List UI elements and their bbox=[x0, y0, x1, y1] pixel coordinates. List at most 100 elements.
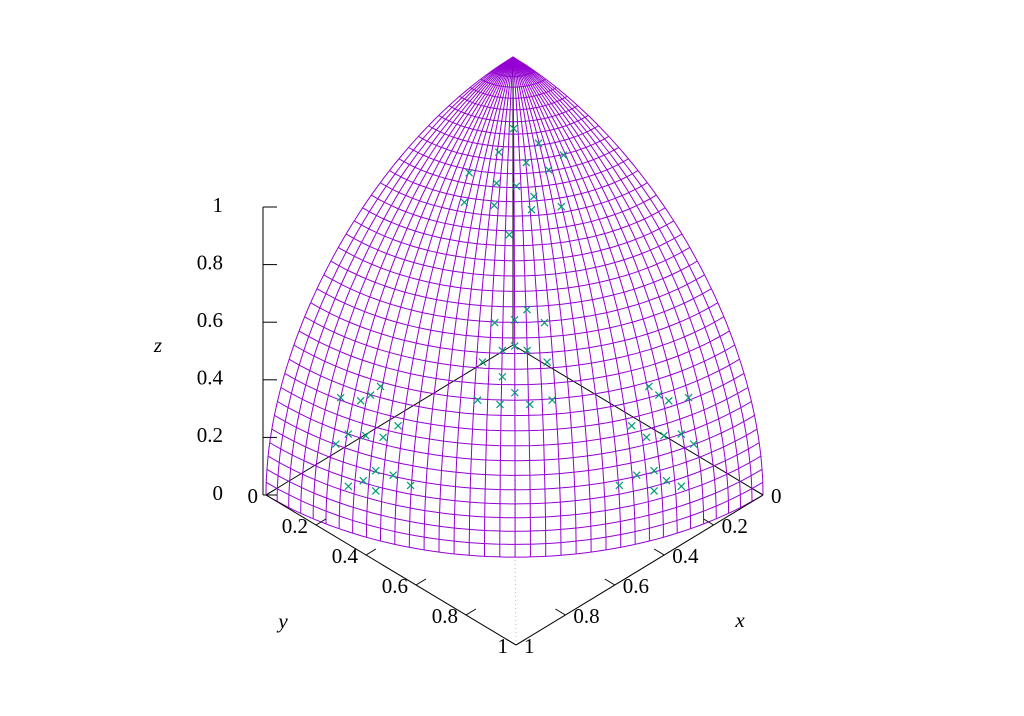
scatter-point bbox=[344, 482, 353, 491]
scatter-point bbox=[627, 421, 636, 430]
z-tick-label: 0 bbox=[213, 481, 224, 505]
scatter-point bbox=[478, 358, 487, 367]
surface-parallel bbox=[380, 182, 648, 217]
surface-parallel bbox=[448, 105, 578, 123]
surface-parallel bbox=[284, 372, 745, 432]
x-tick-label: 0.2 bbox=[722, 514, 748, 538]
scatter-point bbox=[684, 393, 693, 402]
scatter-point bbox=[389, 471, 398, 480]
surface-parallel bbox=[266, 468, 763, 532]
x-tick bbox=[505, 638, 517, 646]
x-tick-label: 0.6 bbox=[623, 574, 649, 598]
z-tick-label: 0.8 bbox=[197, 250, 223, 274]
base-edge bbox=[512, 344, 764, 496]
surface-parallel bbox=[267, 455, 762, 519]
surface-parallel bbox=[345, 233, 683, 277]
scatter-point bbox=[371, 486, 380, 495]
scatter-point bbox=[664, 396, 673, 405]
surface-parallel bbox=[371, 194, 657, 232]
scatter-point bbox=[336, 393, 345, 402]
surface-parallel bbox=[316, 288, 712, 339]
y-tick-label: 0.6 bbox=[382, 574, 408, 598]
x-tick-label: 1 bbox=[524, 634, 535, 658]
y-tick-label: 1 bbox=[498, 634, 509, 658]
y-tick-label: 0.2 bbox=[282, 514, 308, 538]
surface-meridian bbox=[512, 56, 592, 553]
surface-meridian bbox=[512, 56, 753, 502]
scatter-point bbox=[523, 346, 532, 355]
surface-parallel bbox=[438, 114, 589, 135]
scatter-point bbox=[543, 358, 551, 367]
x-tick bbox=[604, 578, 616, 586]
scatter-point bbox=[557, 202, 566, 211]
x-tick bbox=[752, 488, 764, 496]
scatter-point bbox=[689, 440, 698, 449]
scatter-point bbox=[376, 382, 385, 391]
scatter-point bbox=[344, 430, 353, 439]
scatter-point bbox=[496, 400, 504, 409]
surface-parallel bbox=[304, 316, 725, 370]
scatter-point bbox=[525, 400, 534, 409]
surface-parallel bbox=[271, 428, 758, 491]
scatter-point bbox=[356, 396, 365, 405]
scatter-point bbox=[394, 421, 402, 430]
scatter-point bbox=[490, 201, 499, 210]
x-tick-label: 0.8 bbox=[573, 604, 599, 628]
y-tick bbox=[515, 638, 527, 646]
surface-parallel bbox=[491, 70, 536, 78]
surface-parallel bbox=[362, 207, 666, 247]
surface-parallel bbox=[280, 387, 749, 447]
y-tick bbox=[365, 548, 377, 556]
scatter-point bbox=[529, 192, 538, 201]
surface-parallel bbox=[389, 170, 639, 203]
z-tick-label: 0.4 bbox=[197, 366, 224, 390]
surface-parallel bbox=[353, 220, 674, 262]
scatter-point bbox=[534, 139, 543, 148]
surface-meridian bbox=[380, 56, 514, 541]
scatter-point bbox=[379, 433, 388, 442]
scatter-point bbox=[494, 148, 503, 157]
scatter-point bbox=[512, 182, 521, 191]
x-axis-label: x bbox=[734, 608, 745, 632]
surface-parallel bbox=[501, 63, 525, 67]
surface-parallel bbox=[310, 302, 719, 355]
surface-meridian bbox=[312, 56, 514, 519]
y-tick bbox=[415, 578, 427, 586]
y-tick-label: 0 bbox=[248, 484, 259, 508]
y-tick bbox=[315, 518, 327, 526]
x-tick bbox=[555, 608, 566, 616]
y-tick bbox=[465, 608, 477, 616]
x-tick-label: 0.4 bbox=[672, 544, 699, 568]
scatter-point bbox=[492, 179, 501, 188]
surface-parallel bbox=[265, 494, 764, 558]
surface-parallel bbox=[330, 260, 698, 308]
surface-parallel bbox=[298, 330, 730, 386]
x-tick bbox=[653, 548, 665, 556]
scatter-point bbox=[559, 151, 568, 159]
scatter-point bbox=[615, 481, 624, 490]
scatter-point bbox=[523, 305, 531, 314]
scatter-point bbox=[677, 482, 686, 491]
scatter-point bbox=[510, 388, 519, 397]
scatter-point bbox=[632, 471, 641, 480]
surface-parallel bbox=[398, 158, 629, 188]
y-tick-label: 0.4 bbox=[332, 544, 359, 568]
scatter-point bbox=[650, 486, 659, 495]
surface-parallel bbox=[293, 344, 736, 401]
surface-parallel bbox=[338, 246, 691, 292]
y-tick bbox=[265, 488, 277, 496]
scatter-point bbox=[460, 198, 469, 207]
scatter-point bbox=[527, 205, 536, 214]
surface-parallel bbox=[265, 481, 764, 545]
surface-parallel bbox=[480, 78, 546, 88]
scatter-point bbox=[505, 230, 514, 239]
scatter-point bbox=[510, 315, 519, 324]
y-tick-label: 0.8 bbox=[432, 604, 458, 628]
scatter-point bbox=[510, 342, 519, 351]
scatter-point bbox=[650, 466, 658, 475]
scatter-point bbox=[522, 158, 531, 167]
scatter-point bbox=[509, 124, 518, 133]
scatter-point bbox=[498, 372, 507, 381]
